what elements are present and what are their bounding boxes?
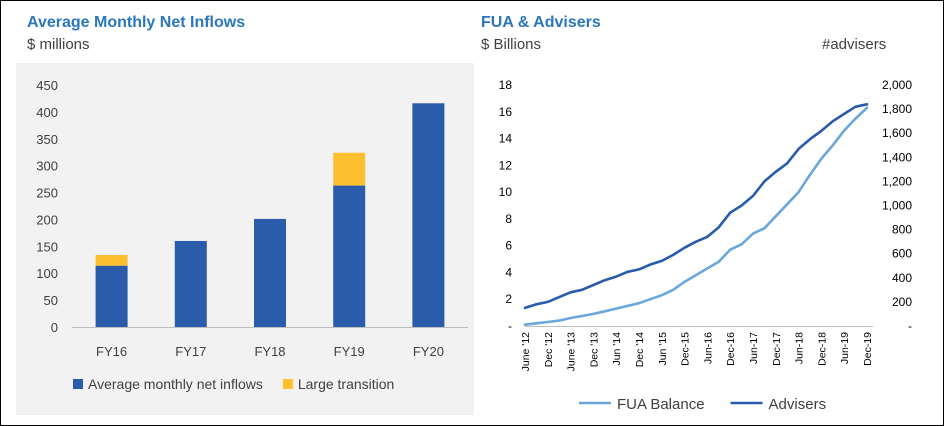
- y-right-tick-label: 600: [892, 247, 912, 261]
- y-right-tick-label: 1,600: [882, 126, 912, 140]
- y-right-tick-label: 200: [892, 295, 912, 309]
- bar-large-transition: [333, 152, 366, 186]
- y-left-tick-label: 18: [499, 78, 513, 92]
- y-tick-label: 250: [36, 186, 58, 201]
- bar-large-transition: [95, 254, 128, 266]
- bar-average-monthly-net-inflows: [333, 185, 366, 327]
- y-tick-label: 200: [36, 212, 58, 227]
- x-tick-label: Dec-16: [725, 332, 737, 366]
- x-tick-label: Dec-17: [771, 332, 783, 366]
- y-tick-label: 50: [44, 293, 58, 308]
- x-tick-label: FY16: [96, 344, 127, 359]
- y-right-tick-label: 1,200: [882, 174, 912, 188]
- x-tick-label: Jun '15: [657, 332, 669, 366]
- x-tick-label: Dec-15: [680, 332, 692, 366]
- line-chart: - 2 4 6 8 10 12 14 16 18 - 200 400 600 800 1,000 1,200 1,…: [499, 78, 913, 413]
- y-left-tick-label: 6: [505, 239, 512, 253]
- legend-swatch: [73, 379, 83, 389]
- right-chart-title: FUA & Advisers: [481, 14, 601, 31]
- x-tick-label: Jun-19: [839, 332, 851, 364]
- y-right-tick-label: -: [908, 319, 912, 333]
- x-tick-label: Dec '12: [543, 332, 555, 367]
- x-tick-label: Dec-18: [816, 332, 828, 366]
- bar-average-monthly-net-inflows: [95, 265, 128, 327]
- x-tick-label: Dec '14: [634, 332, 646, 367]
- x-tick-label: FY18: [254, 344, 285, 359]
- y-tick-label: 400: [36, 105, 58, 120]
- bar-chart-panel: 0 50 100 150 200 250 300 350 400 450 FY16 FY17 FY18 F…: [16, 63, 474, 415]
- x-tick-label: FY20: [413, 344, 444, 359]
- y-right-tick-label: 1,400: [882, 150, 912, 164]
- legend-swatch: [282, 379, 293, 389]
- bar-average-monthly-net-inflows: [174, 240, 207, 327]
- x-tick-label: June '13: [566, 332, 578, 372]
- y-right-tick-label: 2,000: [882, 78, 912, 92]
- left-chart-subtitle: $ millions: [27, 36, 90, 53]
- y-tick-label: 150: [36, 239, 58, 254]
- right-chart-subtitle-right: #advisers: [822, 36, 887, 53]
- x-tick-label: Jun-17: [748, 332, 760, 364]
- series-line-fua-balance: [523, 106, 869, 327]
- y-tick-label: 100: [36, 266, 58, 281]
- x-tick-label: Jun '14: [611, 332, 623, 366]
- x-tick-label: June '12: [520, 332, 532, 372]
- y-right-tick-label: 1,800: [882, 102, 912, 116]
- bar-average-monthly-net-inflows: [412, 103, 445, 327]
- x-tick-label: FY19: [334, 344, 365, 359]
- x-tick-label: Dec-19: [862, 332, 874, 366]
- y-left-tick-label: 14: [499, 132, 513, 146]
- y-left-tick-label: 16: [499, 105, 513, 119]
- x-tick-label: Dec '13: [588, 332, 600, 367]
- line-chart-panel: - 2 4 6 8 10 12 14 16 18 - 200 400 600 800 1,000 1,200 1,…: [481, 63, 934, 415]
- legend-label: FUA Balance: [617, 396, 705, 413]
- y-left-tick-label: 10: [499, 185, 513, 199]
- y-tick-label: 300: [36, 159, 58, 174]
- y-right-tick-label: 400: [892, 271, 912, 285]
- y-left-tick-label: 2: [505, 292, 512, 306]
- bar-average-monthly-net-inflows: [254, 218, 286, 327]
- legend-label: Large transition: [298, 376, 395, 392]
- y-right-tick-label: 1,000: [882, 199, 912, 213]
- left-chart-title: Average Monthly Net Inflows: [27, 14, 246, 31]
- y-right-tick-label: 800: [892, 223, 912, 237]
- right-chart-subtitle-left: $ Billions: [481, 36, 542, 53]
- y-left-tick-label: 4: [505, 265, 512, 279]
- x-tick-label: Jun-18: [794, 332, 806, 364]
- bar-chart: 0 50 100 150 200 250 300 350 400 450 FY16 FY17 FY18 F…: [36, 78, 468, 392]
- x-tick-label: Jun-16: [702, 332, 714, 364]
- y-tick-label: 350: [36, 132, 58, 147]
- legend-label: Advisers: [769, 396, 827, 413]
- series-line-advisers: [523, 102, 869, 310]
- y-left-tick-label: 8: [505, 212, 512, 226]
- x-tick-label: FY17: [175, 344, 206, 359]
- y-tick-label: 450: [36, 78, 58, 93]
- y-tick-label: 0: [51, 320, 58, 335]
- y-left-tick-label: 12: [499, 158, 513, 172]
- y-left-tick-label: -: [508, 319, 512, 333]
- legend-label: Average monthly net inflows: [88, 376, 263, 392]
